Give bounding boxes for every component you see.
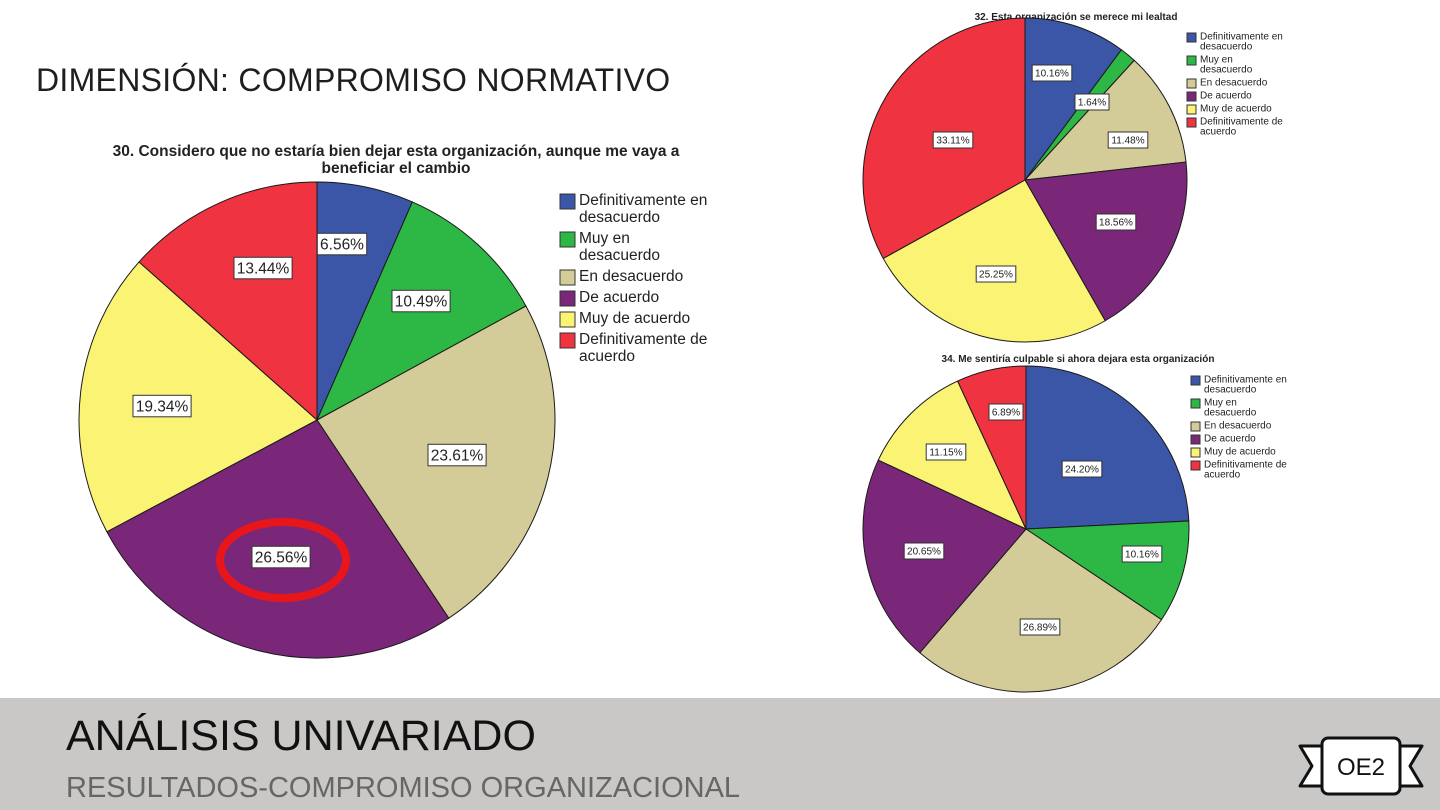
data-label: 6.89% [992, 408, 1020, 419]
legend-label: En desacuerdo [579, 268, 683, 285]
data-label-box [251, 545, 311, 569]
pie-slice [862, 459, 1027, 654]
pie-slice [138, 181, 318, 422]
legend-label: En desacuerdo [1200, 78, 1268, 89]
data-label-box [391, 289, 451, 313]
legend-swatch [1190, 398, 1201, 409]
data-label: 26.56% [255, 550, 308, 567]
legend-label: De acuerdo [1204, 434, 1256, 445]
legend-label: De acuerdo [1200, 91, 1252, 102]
legend-label: En desacuerdo [1204, 421, 1272, 432]
data-label-box [316, 232, 368, 256]
data-label: 10.16% [1035, 69, 1069, 80]
badge-box [1320, 736, 1402, 796]
data-label-box [1074, 93, 1110, 111]
chart-title-line: 30. Considero que no estaría bien dejar … [113, 143, 680, 160]
data-label-box [132, 394, 192, 418]
data-label: 18.56% [1099, 218, 1133, 229]
data-label-box [1121, 545, 1163, 563]
data-label-box [932, 131, 974, 149]
data-label-box [427, 443, 487, 467]
legend-swatch [1186, 78, 1197, 89]
data-label: 26.89% [1023, 623, 1057, 634]
legend-swatch [1190, 375, 1201, 386]
highlight-ring [216, 518, 350, 602]
pie-slice [1023, 59, 1187, 181]
pie-slice [1024, 161, 1188, 322]
legend-swatch [1190, 421, 1201, 432]
pie-slice [1025, 365, 1190, 530]
badge-label: OE2 [1337, 754, 1385, 781]
legend-swatch [1190, 434, 1201, 445]
data-label-box [1107, 131, 1149, 149]
data-label-box [1031, 64, 1073, 82]
chart-title-line: 32. Esta organización se merece mi lealt… [975, 12, 1178, 23]
legend-swatch [559, 311, 576, 328]
data-label-box [903, 542, 945, 560]
legend-label: Definitivamente en desacuerdo [1200, 32, 1283, 53]
legend-swatch [1186, 91, 1197, 102]
data-label: 1.64% [1078, 98, 1106, 109]
legend-label: Definitivamente de acuerdo [1200, 117, 1283, 138]
legend-label: Definitivamente en desacuerdo [1204, 375, 1287, 396]
data-label: 23.61% [431, 448, 484, 465]
legend-swatch [559, 332, 576, 349]
legend-label: Muy de acuerdo [579, 310, 690, 327]
pie-slice [882, 179, 1106, 343]
legend-label: Muy de acuerdo [1204, 447, 1276, 458]
data-label-box [1061, 460, 1103, 478]
legend-swatch [1190, 447, 1201, 458]
legend-label: Definitivamente de acuerdo [1204, 460, 1287, 481]
legend-label: Definitivamente en desacuerdo [579, 192, 707, 226]
pie-slice [106, 419, 450, 659]
chart-title-line: 34. Me sentiría culpable si ahora dejara… [942, 354, 1215, 365]
pie-slice [1024, 17, 1123, 182]
footer-title: ANÁLISIS UNIVARIADO [66, 712, 536, 760]
data-label-box [233, 256, 293, 280]
legend-label: Muy en desacuerdo [579, 230, 660, 264]
data-label-box [1095, 213, 1137, 231]
legend-swatch [1186, 104, 1197, 115]
footer-subtitle: RESULTADOS-COMPROMISO ORGANIZACIONAL [66, 772, 741, 804]
legend-swatch [559, 290, 576, 307]
legend-label: De acuerdo [579, 289, 659, 306]
legend-swatch [559, 193, 576, 210]
data-label: 33.11% [936, 136, 969, 147]
legend-swatch [1186, 32, 1197, 43]
data-label: 6.56% [320, 237, 364, 254]
data-label-box [975, 265, 1017, 283]
data-label: 11.15% [929, 448, 962, 459]
data-label: 24.20% [1065, 465, 1099, 476]
legend-label: Muy en desacuerdo [1204, 398, 1257, 419]
data-label-box [925, 443, 967, 461]
pie-slice [78, 261, 318, 533]
legend-label: Muy de acuerdo [1200, 104, 1272, 115]
data-label: 13.44% [237, 261, 290, 278]
data-label: 10.16% [1125, 550, 1159, 561]
legend-swatch [559, 269, 576, 286]
data-label: 11.48% [1111, 136, 1144, 147]
objective-badge: OE2 [1298, 736, 1424, 796]
legend-label: Muy en desacuerdo [1200, 55, 1253, 76]
legend-swatch [1186, 117, 1197, 128]
data-label: 19.34% [136, 399, 189, 416]
data-label-box [1019, 618, 1061, 636]
page-title: DIMENSIÓN: COMPROMISO NORMATIVO [36, 62, 671, 98]
data-label: 20.65% [907, 547, 941, 558]
data-label: 25.25% [979, 270, 1013, 281]
pie-slice [919, 528, 1163, 693]
legend-swatch [559, 231, 576, 248]
legend-swatch [1186, 55, 1197, 66]
data-label: 10.49% [395, 294, 448, 311]
chart-title-line: beneficiar el cambio [321, 160, 470, 177]
data-label-box [988, 403, 1024, 421]
footer-band: ANÁLISIS UNIVARIADO RESULTADOS-COMPROMIS… [0, 698, 1440, 810]
legend-label: Definitivamente de acuerdo [579, 331, 707, 365]
legend-swatch [1190, 460, 1201, 471]
